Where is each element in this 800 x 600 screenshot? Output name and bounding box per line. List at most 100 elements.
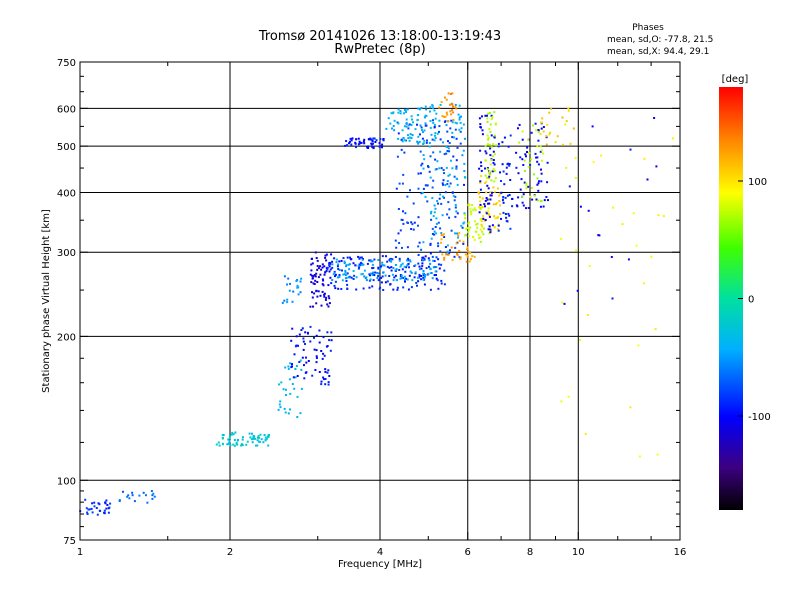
- data-point: [476, 226, 479, 229]
- data-point: [429, 155, 432, 158]
- data-point: [366, 262, 369, 265]
- data-point: [530, 131, 533, 134]
- data-point: [264, 438, 267, 441]
- data-point: [433, 126, 436, 128]
- data-point: [456, 254, 459, 257]
- data-point: [369, 272, 372, 275]
- data-point: [232, 433, 235, 436]
- data-point: [405, 111, 407, 113]
- data-point: [477, 191, 480, 194]
- data-point: [516, 205, 519, 208]
- data-point: [471, 204, 473, 207]
- data-point: [505, 172, 508, 175]
- data-point: [638, 455, 641, 458]
- data-point: [515, 151, 518, 154]
- data-point: [445, 253, 448, 256]
- data-point: [488, 128, 491, 130]
- data-point: [363, 275, 366, 278]
- data-point: [479, 203, 482, 206]
- data-point: [427, 257, 430, 260]
- x-axis-label: Frequency [MHz]: [338, 559, 422, 570]
- data-point: [462, 240, 465, 243]
- data-point: [432, 259, 435, 262]
- data-point: [550, 107, 553, 110]
- data-point: [397, 122, 400, 125]
- data-point: [523, 170, 526, 172]
- data-point: [424, 105, 427, 108]
- data-point: [466, 248, 469, 251]
- data-point: [422, 278, 425, 281]
- data-point: [538, 180, 540, 183]
- data-point: [421, 162, 424, 165]
- data-point: [443, 233, 445, 236]
- data-point: [300, 387, 303, 390]
- data-point: [282, 388, 285, 391]
- data-point: [575, 249, 577, 252]
- data-point: [325, 296, 328, 299]
- data-point: [403, 278, 406, 281]
- data-point: [539, 205, 542, 208]
- data-point: [537, 131, 540, 133]
- data-point: [389, 259, 392, 262]
- data-point: [358, 257, 361, 260]
- data-point: [407, 134, 409, 137]
- data-point: [267, 436, 270, 439]
- data-point: [531, 198, 534, 201]
- data-point: [323, 273, 326, 276]
- data-point: [462, 123, 465, 126]
- data-point: [621, 223, 624, 226]
- data-point: [442, 183, 444, 186]
- data-point: [296, 416, 299, 418]
- data-point: [440, 202, 443, 205]
- data-point: [107, 507, 110, 510]
- data-point: [438, 130, 440, 133]
- data-point: [484, 144, 487, 147]
- data-point: [491, 191, 493, 194]
- data-point: [428, 170, 431, 173]
- data-point: [579, 338, 581, 341]
- data-point: [405, 122, 408, 125]
- data-point: [289, 408, 291, 411]
- data-point: [560, 400, 563, 403]
- data-point: [333, 284, 336, 287]
- data-point: [335, 258, 338, 261]
- data-point: [442, 195, 444, 198]
- data-point: [103, 512, 106, 515]
- data-point: [398, 259, 401, 262]
- data-point: [427, 165, 429, 168]
- data-point: [145, 494, 147, 497]
- data-point: [429, 243, 432, 246]
- data-point: [287, 365, 290, 368]
- data-point: [440, 279, 443, 282]
- data-point: [479, 240, 482, 243]
- data-point: [421, 265, 424, 267]
- data-point: [469, 226, 472, 229]
- data-point: [377, 272, 380, 275]
- data-point: [290, 339, 293, 342]
- data-point: [360, 264, 363, 266]
- data-point: [322, 352, 325, 355]
- data-point: [417, 107, 420, 110]
- y-tick-label: 75: [63, 536, 76, 547]
- data-point: [456, 178, 459, 180]
- data-point: [417, 187, 420, 190]
- data-point: [534, 152, 537, 155]
- data-point: [488, 175, 491, 178]
- data-point: [376, 271, 379, 274]
- data-point: [259, 433, 262, 436]
- data-point: [379, 286, 382, 289]
- data-point: [576, 289, 579, 292]
- data-point: [457, 236, 459, 239]
- data-point: [346, 288, 349, 290]
- data-point: [151, 497, 154, 500]
- data-point: [409, 260, 412, 263]
- data-point: [422, 167, 425, 170]
- data-point: [486, 184, 489, 187]
- data-point: [492, 143, 494, 146]
- data-point: [403, 151, 406, 154]
- data-point: [455, 137, 458, 140]
- data-point: [535, 198, 538, 201]
- data-point: [493, 153, 496, 156]
- data-point: [569, 142, 572, 145]
- data-point: [438, 119, 441, 122]
